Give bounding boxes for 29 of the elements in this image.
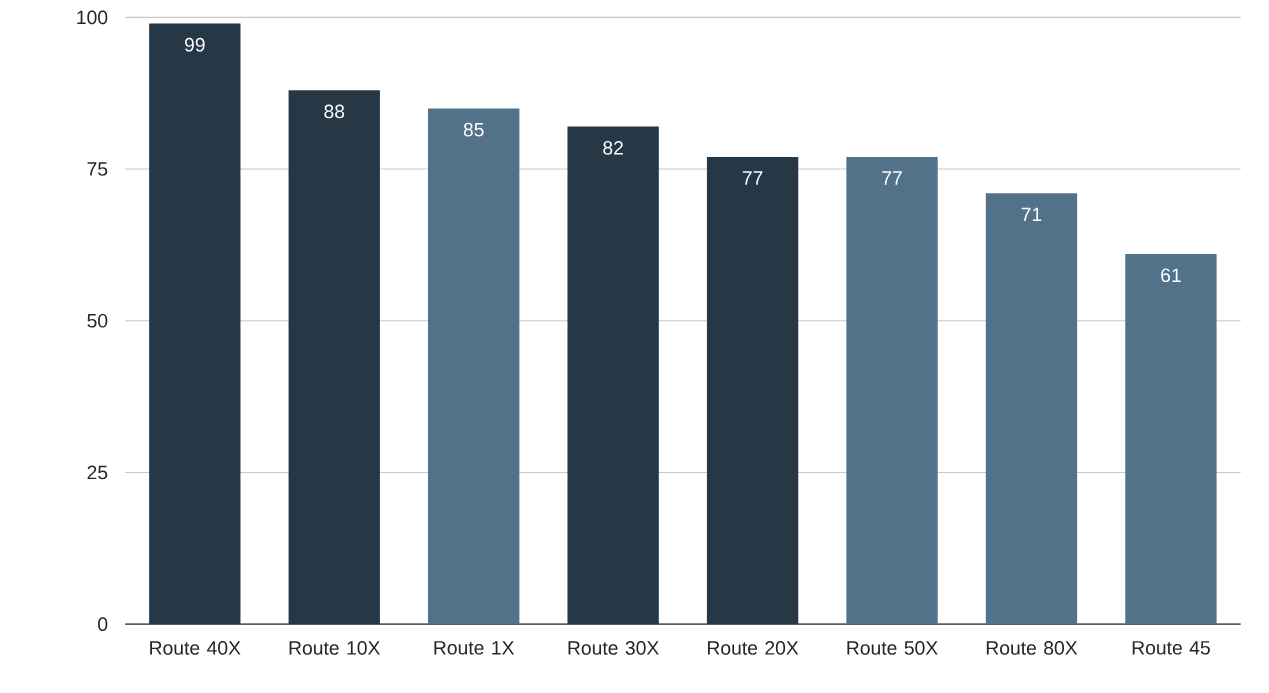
x-tick-label: Route 45 bbox=[1132, 641, 1210, 655]
x-tick-label: Route 80X bbox=[986, 641, 1078, 655]
bar bbox=[567, 126, 659, 625]
y-tick-label: 75 bbox=[87, 162, 108, 176]
x-tick-label: Route 20X bbox=[707, 641, 799, 655]
data-label: 88 bbox=[324, 104, 345, 119]
data-label: 61 bbox=[1161, 268, 1181, 283]
x-tick-label: Route 30X bbox=[568, 641, 659, 655]
x-tick-label: Route 50X bbox=[847, 641, 938, 655]
bar bbox=[706, 157, 799, 625]
bar bbox=[1125, 254, 1217, 625]
x-tick-label: Route 10X bbox=[289, 641, 381, 655]
bar bbox=[149, 23, 241, 625]
y-tick-label: 0 bbox=[98, 617, 108, 632]
y-tick-label: 100 bbox=[77, 10, 108, 25]
bar bbox=[288, 90, 380, 625]
y-tick-label: 25 bbox=[87, 465, 108, 480]
x-tick-label: Route 1X bbox=[434, 641, 515, 655]
bar bbox=[985, 193, 1078, 625]
data-label: 99 bbox=[184, 38, 205, 52]
data-label: 77 bbox=[742, 171, 763, 185]
data-label: 82 bbox=[603, 141, 623, 155]
data-label: 71 bbox=[1021, 207, 1042, 222]
y-tick-label: 50 bbox=[87, 314, 108, 328]
x-tick-label: Route 40X bbox=[150, 641, 241, 655]
data-label: 77 bbox=[882, 171, 902, 185]
bar bbox=[846, 157, 938, 625]
bar bbox=[428, 108, 520, 625]
data-label: 85 bbox=[463, 122, 484, 137]
